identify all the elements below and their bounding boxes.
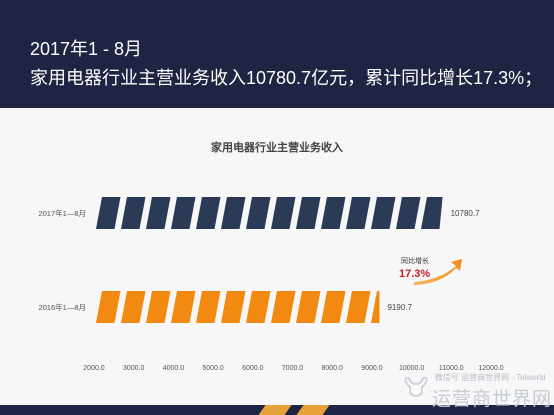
x-tick-label: 6000.0 xyxy=(242,365,264,372)
x-tick-label: 8000.0 xyxy=(321,365,343,372)
watermark: · 微信号 运营商世界网 - Telworld 运营商世界网 xyxy=(402,372,552,410)
divider xyxy=(0,108,554,114)
revenue-bar-chart: 家用电器行业主营业务收入 同比增长 17.3% 2017年1—8月 10780.7… xyxy=(38,140,503,372)
value-label: 9190.7 xyxy=(387,303,412,312)
growth-label: 同比增长 xyxy=(401,256,429,265)
growth-value: 17.3% xyxy=(399,268,430,280)
x-tick-label: 12000.0 xyxy=(478,365,503,372)
x-tick-label: 10000.0 xyxy=(399,365,424,372)
chart-title: 家用电器行业主营业务收入 xyxy=(211,140,343,154)
x-tick-label: 11000.0 xyxy=(439,365,464,372)
watermark-brand: 运营商世界网 xyxy=(432,389,553,410)
header-period: 2017年1 - 8月 xyxy=(30,39,143,59)
bull-logo-icon xyxy=(404,377,428,397)
x-tick-label: 4000.0 xyxy=(163,365,185,372)
watermark-caption: · 微信号 运营商世界网 - Telworld xyxy=(430,373,546,382)
value-label: 10780.7 xyxy=(451,209,480,218)
x-tick-label: 2000.0 xyxy=(83,365,105,372)
category-label: 2016年1—8月 xyxy=(38,302,86,312)
bar-2016 xyxy=(96,291,380,323)
x-tick-label: 9000.0 xyxy=(361,365,383,372)
category-label: 2017年1—8月 xyxy=(38,208,86,218)
bar-2017 xyxy=(96,197,443,229)
x-tick-label: 7000.0 xyxy=(282,365,304,372)
header-summary: 家用电器行业主营业务收入10780.7亿元，累计同比增长17.3%； xyxy=(30,68,543,88)
header-banner: 2017年1 - 8月 家用电器行业主营业务收入10780.7亿元，累计同比增长… xyxy=(0,0,554,108)
x-tick-label: 5000.0 xyxy=(202,365,224,372)
x-tick-label: 3000.0 xyxy=(123,365,145,372)
growth-arrow xyxy=(414,259,462,285)
